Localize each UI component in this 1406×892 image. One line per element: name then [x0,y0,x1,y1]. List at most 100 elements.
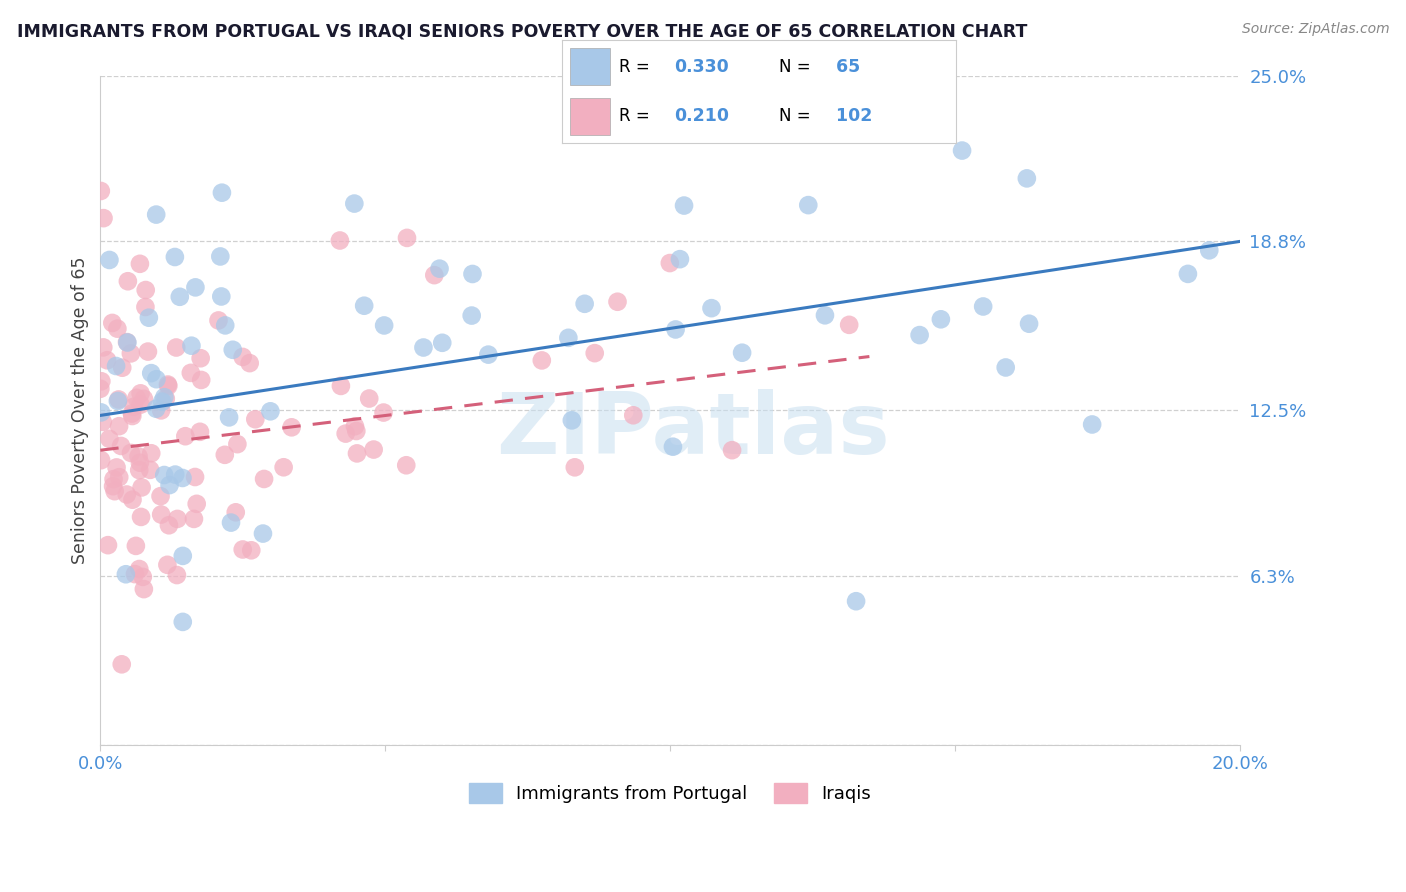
Point [232,542,254,557]
Point [209,289,232,303]
Point [583,346,606,360]
Point [169,290,191,304]
Point [477,348,499,362]
Point [335,426,357,441]
Point [245,412,267,426]
Point [128,450,150,464]
Point [101,479,124,493]
Point [373,318,395,333]
Point [97,538,120,552]
Point [190,351,212,366]
Point [329,234,352,248]
Point [90,184,112,198]
Point [150,403,173,417]
Point [461,267,484,281]
Point [621,409,644,423]
Point [105,321,128,335]
Point [165,467,187,482]
Point [131,480,153,494]
Point [574,297,596,311]
Point [188,425,211,439]
Point [994,360,1017,375]
Point [157,518,180,533]
Point [395,458,418,473]
Point [972,300,994,314]
Legend: Immigrants from Portugal, Iraqis: Immigrants from Portugal, Iraqis [460,773,880,813]
Point [184,470,207,484]
Point [121,407,143,421]
Point [145,372,167,386]
Point [329,379,352,393]
Point [107,394,129,409]
Point [153,468,176,483]
Point [721,443,744,458]
Point [669,252,692,267]
Bar [571,48,610,86]
Point [1198,244,1220,258]
Point [150,394,173,409]
Point [111,657,134,672]
Point [121,492,143,507]
Point [132,570,155,584]
Point [111,360,134,375]
Point [150,508,173,522]
Point [124,567,146,582]
Point [108,470,131,484]
Point [557,331,579,345]
Point [98,252,121,267]
Text: R =: R = [620,58,650,76]
Point [240,543,263,558]
Point [665,322,688,336]
Point [280,420,302,434]
Point [129,456,152,470]
Point [180,339,202,353]
Point [138,310,160,325]
Point [190,373,212,387]
Point [174,429,197,443]
Point [145,208,167,222]
Point [101,316,124,330]
Point [117,274,139,288]
Text: IMMIGRANTS FROM PORTUGAL VS IRAQI SENIORS POVERTY OVER THE AGE OF 65 CORRELATION: IMMIGRANTS FROM PORTUGAL VS IRAQI SENIOR… [17,22,1028,40]
Point [128,463,150,477]
Point [103,472,125,486]
Point [139,463,162,477]
Point [845,594,868,608]
Point [211,186,233,200]
Point [252,526,274,541]
Point [93,211,115,226]
Point [155,392,177,406]
Point [1177,267,1199,281]
Point [731,345,754,359]
Point [183,512,205,526]
Point [90,453,112,467]
Point [239,356,262,370]
Point [343,196,366,211]
Point [120,346,142,360]
Point [180,366,202,380]
Point [429,261,451,276]
Point [658,256,681,270]
Text: N =: N = [779,107,810,125]
Point [129,398,152,412]
Point [373,406,395,420]
Point [209,250,232,264]
Point [172,615,194,629]
Point [90,405,112,419]
Point [157,379,180,393]
Text: 0.210: 0.210 [675,107,730,125]
Point [117,335,139,350]
Point [561,413,583,427]
Text: R =: R = [620,107,650,125]
Point [838,318,860,332]
Point [606,294,628,309]
Point [120,446,142,460]
Point [91,415,114,429]
Point [412,341,434,355]
Point [153,390,176,404]
Text: 65: 65 [830,58,860,76]
Point [159,478,181,492]
Point [929,312,952,326]
Point [432,335,454,350]
Point [346,446,368,460]
